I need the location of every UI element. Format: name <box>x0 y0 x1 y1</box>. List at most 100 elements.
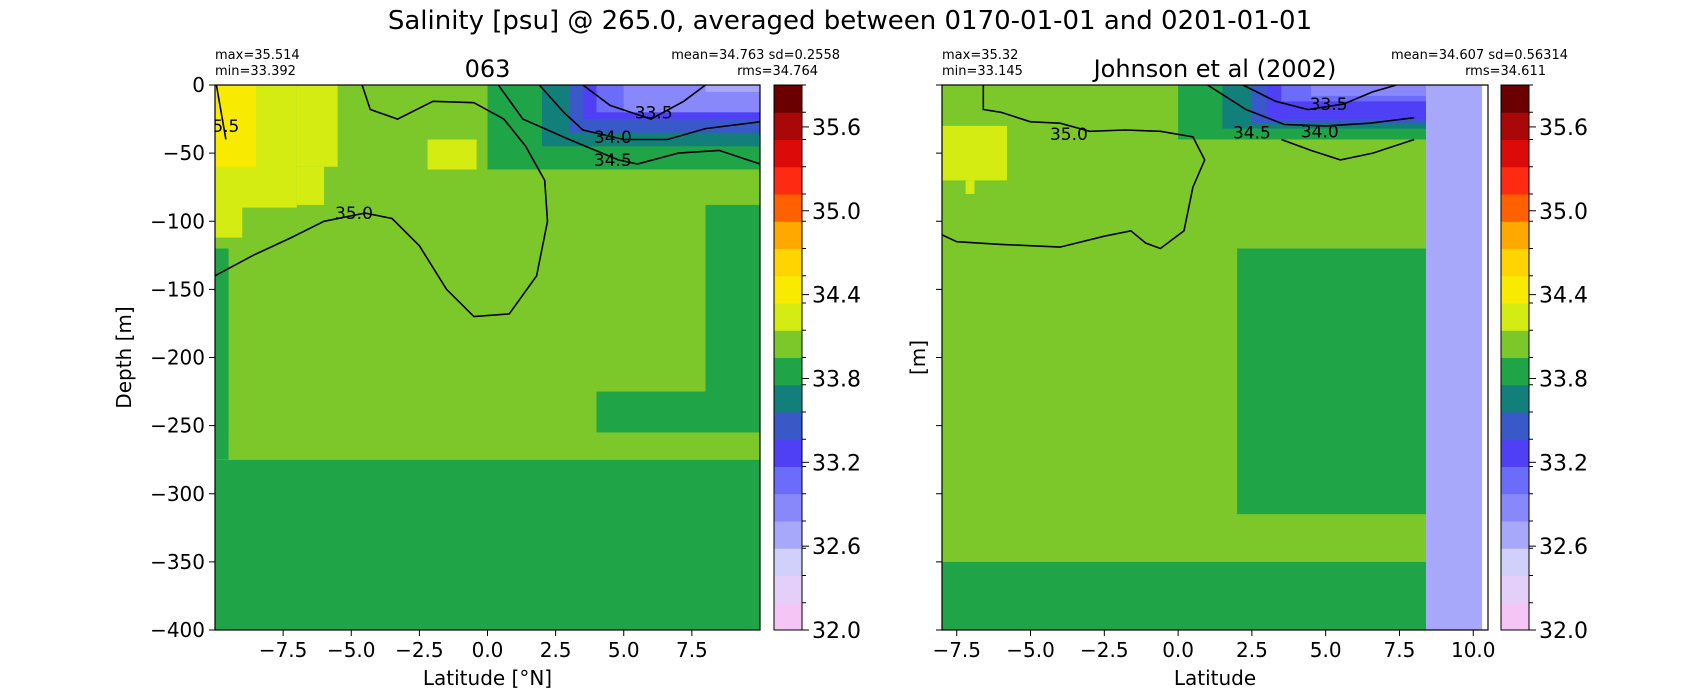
colorbar-bin <box>774 330 802 358</box>
x-tick-label: −2.5 <box>395 638 444 662</box>
colorbar-tick-label: 33.2 <box>1539 451 1588 476</box>
colorbar-bin <box>1501 303 1529 331</box>
x-tick-label: 10.0 <box>1451 638 1496 662</box>
panel-title: 063 <box>465 55 511 83</box>
contour-line <box>215 85 227 140</box>
colorbar-bin <box>1501 575 1529 604</box>
colorbar-bin <box>774 112 802 140</box>
colorbar-bin <box>1501 466 1529 495</box>
colorbar-tick-label: 32.0 <box>812 619 861 644</box>
colorbar-bin <box>774 384 802 413</box>
colorbar-tick-label: 32.6 <box>1539 535 1588 560</box>
colorbar-bin <box>1501 357 1529 386</box>
contour-line <box>1207 85 1415 127</box>
colorbar-tick-label: 33.2 <box>812 451 861 476</box>
stat-min: min=33.145 <box>942 64 1023 79</box>
colorbar-tick-label: 35.6 <box>1539 116 1588 141</box>
colorbar-bin <box>1501 439 1529 467</box>
contour-label: 33.5 <box>1310 95 1348 115</box>
colorbar-bin <box>774 548 802 576</box>
heatmap-cell <box>405 268 488 324</box>
y-tick-label: 0 <box>192 73 205 97</box>
colorbar-tick-label: 35.0 <box>1539 200 1588 225</box>
x-tick-label: 5.0 <box>608 638 640 662</box>
contour-label: 34.5 <box>1233 124 1271 144</box>
figure-title: Salinity [psu] @ 265.0, averaged between… <box>387 6 1313 36</box>
x-axis-label: Latitude [°N] <box>423 666 552 690</box>
colorbar-tick-label: 32.6 <box>812 535 861 560</box>
x-tick-label: 2.5 <box>540 638 572 662</box>
colorbar-bin <box>1501 384 1529 413</box>
y-tick-label: −200 <box>150 346 205 370</box>
y-axis-label: [m] <box>906 340 930 375</box>
colorbar-bin <box>774 357 802 386</box>
heatmap-0: 35.5 35.0 33.534.0 34.5 <box>202 85 760 630</box>
colorbar-tick-label: 33.8 <box>1539 367 1588 392</box>
heatmap-cell <box>705 85 760 92</box>
colorbar-bin <box>774 248 802 277</box>
contour-label: 34.0 <box>594 128 632 148</box>
colorbar-bin <box>1501 85 1529 113</box>
stat-rms: rms=34.611 <box>1465 64 1546 79</box>
heatmap-1: 35.0 33.5 34.0 34.5 <box>942 85 1483 630</box>
heatmap-cell <box>296 85 338 167</box>
heatmap-cell <box>1296 248 1427 412</box>
y-tick-label: −50 <box>163 141 205 165</box>
colorbar-bin <box>1501 412 1529 440</box>
contour-label: 35.0 <box>335 204 373 224</box>
heatmap-cell <box>215 459 760 630</box>
heatmap-cell <box>1426 85 1483 630</box>
panel-title: Johnson et al (2002) <box>1092 55 1337 83</box>
colorbar-bin <box>1501 602 1529 631</box>
x-tick-label: −7.5 <box>932 638 981 662</box>
x-tick-label: 5.0 <box>1310 638 1342 662</box>
x-axis-label: Latitude <box>1174 666 1256 690</box>
y-tick-label: −400 <box>150 618 205 642</box>
colorbar-tick-label: 35.6 <box>812 116 861 141</box>
contour-line <box>1242 85 1397 111</box>
x-tick-label: −7.5 <box>259 638 308 662</box>
stat-max: max=35.32 <box>942 48 1018 63</box>
colorbar-bin <box>774 85 802 113</box>
contour-line <box>1281 138 1415 161</box>
colorbar-tick-label: 33.8 <box>812 367 861 392</box>
y-tick-label: −300 <box>150 482 205 506</box>
contour-line <box>538 85 760 141</box>
heatmap-cell <box>427 139 477 170</box>
contour-line <box>582 85 706 120</box>
heatmap-cell <box>705 204 760 358</box>
colorbar-bin <box>1501 194 1529 222</box>
colorbar-bin <box>1501 493 1529 522</box>
colorbar-bin <box>1501 330 1529 358</box>
colorbar-tick-label: 34.4 <box>1539 284 1588 309</box>
heatmap-cell <box>228 432 760 460</box>
colorbar-bin <box>1501 139 1529 168</box>
heatmap-cell <box>1207 125 1238 222</box>
stat-mean-sd: mean=34.763 sd=0.2558 <box>671 48 840 63</box>
x-tick-label: −5.0 <box>1006 638 1055 662</box>
colorbar-tick-label: 35.0 <box>812 200 861 225</box>
colorbar-bin <box>774 575 802 604</box>
colorbar-bin <box>1501 248 1529 277</box>
colorbar-bin <box>774 439 802 467</box>
contour-label: 33.5 <box>635 103 673 123</box>
x-tick-label: −2.5 <box>1080 638 1129 662</box>
heatmap-cell <box>215 85 256 167</box>
x-tick-label: −5.0 <box>327 638 376 662</box>
y-axis-label: Depth [m] <box>112 306 136 408</box>
contour-line <box>497 85 760 165</box>
contour-label: 35.5 <box>202 117 240 137</box>
heatmap-cell <box>965 180 975 194</box>
heatmap-cell <box>1310 85 1427 96</box>
colorbar-tick-label: 34.4 <box>812 284 861 309</box>
colorbar-bin <box>1501 221 1529 249</box>
x-tick-label: 0.0 <box>472 638 504 662</box>
stat-max: max=35.514 <box>215 48 300 63</box>
y-tick-label: −150 <box>150 277 205 301</box>
colorbar-tick-label: 32.0 <box>1539 619 1588 644</box>
y-tick-label: −250 <box>150 414 205 438</box>
colorbar-bin <box>774 412 802 440</box>
colorbar-bin <box>774 493 802 522</box>
colorbar-bin <box>1501 548 1529 576</box>
